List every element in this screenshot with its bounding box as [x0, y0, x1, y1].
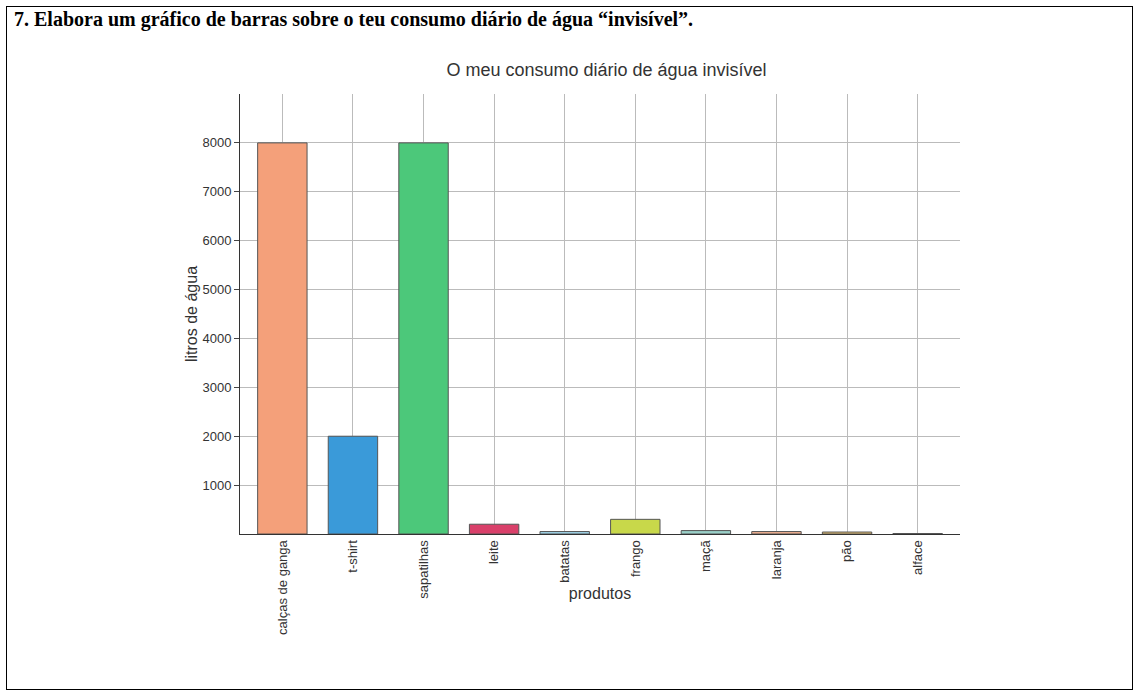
svg-text:7000: 7000	[202, 184, 231, 199]
html-text:7. Elabora um gráfico de barra: 7. Elabora um gráfico de barras sobre o …	[14, 8, 694, 30]
svg-text:O meu consumo diário de água i: O meu consumo diário de água invisível	[446, 60, 766, 80]
svg-text:alface: alface	[910, 540, 925, 575]
svg-text:pão: pão	[839, 540, 854, 562]
svg-text:litros de água: litros de água	[183, 266, 200, 362]
svg-text:3000: 3000	[202, 380, 231, 395]
svg-text:leite: leite	[486, 540, 501, 564]
svg-text:laranja: laranja	[769, 539, 784, 579]
svg-text:calças de ganga: calças de ganga	[275, 539, 290, 634]
svg-text:5000: 5000	[202, 282, 231, 297]
svg-text:1000: 1000	[202, 478, 231, 493]
svg-text:4000: 4000	[202, 331, 231, 346]
svg-text:6000: 6000	[202, 233, 231, 248]
svg-text:maçã: maçã	[698, 539, 713, 572]
svg-text:t-shirt: t-shirt	[345, 540, 360, 573]
svg-text:batatas: batatas	[557, 540, 572, 583]
svg-text:2000: 2000	[202, 429, 231, 444]
svg-text:8000: 8000	[202, 135, 231, 150]
svg-text:sapatilhas: sapatilhas	[416, 540, 431, 599]
svg-text:frango: frango	[628, 540, 643, 577]
svg-text:produtos: produtos	[569, 585, 631, 602]
